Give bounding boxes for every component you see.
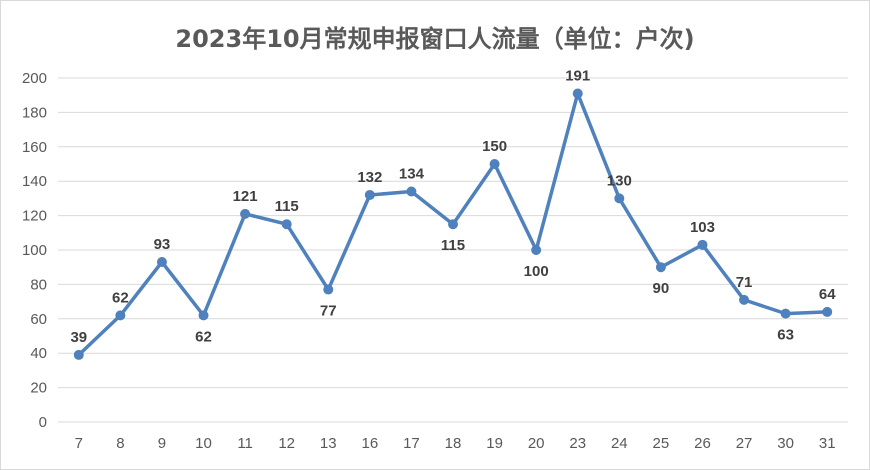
data-point <box>697 239 708 250</box>
chart-title: 2023年10月常规申报窗口人流量（单位：户次) <box>175 25 695 53</box>
data-point <box>198 310 209 321</box>
data-point <box>739 294 750 305</box>
y-tick-label: 200 <box>22 70 47 87</box>
x-tick-label: 20 <box>528 435 545 452</box>
x-tick-label: 11 <box>237 435 253 452</box>
data-label: 132 <box>357 169 382 186</box>
data-label: 62 <box>195 328 212 345</box>
x-tick-label: 12 <box>278 435 295 452</box>
data-point <box>156 257 167 268</box>
data-label: 39 <box>70 329 87 346</box>
data-point <box>780 308 791 319</box>
x-tick-label: 9 <box>158 435 166 452</box>
data-point <box>115 310 126 321</box>
y-tick-label: 180 <box>22 104 47 121</box>
x-tick-label: 26 <box>694 435 711 452</box>
data-label: 191 <box>565 67 590 84</box>
data-point <box>531 245 542 255</box>
y-tick-label: 80 <box>30 276 47 293</box>
y-tick-label: 160 <box>22 139 47 156</box>
x-tick-label: 16 <box>361 435 378 452</box>
x-tick-label: 24 <box>611 435 628 452</box>
x-tick-label: 17 <box>403 435 420 452</box>
data-point <box>448 219 458 230</box>
x-tick-label: 8 <box>116 435 124 452</box>
data-point <box>406 186 417 197</box>
data-point <box>655 262 666 273</box>
x-tick-label: 23 <box>569 435 586 452</box>
data-label: 62 <box>112 289 129 306</box>
data-label: 121 <box>233 188 258 205</box>
x-tick-label: 31 <box>819 435 836 452</box>
data-point <box>364 189 375 200</box>
data-point <box>73 349 84 360</box>
data-label: 150 <box>482 138 507 155</box>
data-label: 77 <box>320 303 337 320</box>
x-tick-label: 19 <box>486 435 503 452</box>
data-label: 115 <box>441 237 465 254</box>
y-tick-label: 60 <box>30 311 47 328</box>
y-tick-label: 20 <box>30 380 47 397</box>
data-label: 64 <box>819 286 836 303</box>
data-point <box>572 88 583 99</box>
data-label: 90 <box>653 280 670 297</box>
x-tick-label: 7 <box>75 435 83 452</box>
data-point <box>281 219 292 230</box>
data-point <box>240 208 251 219</box>
data-label: 93 <box>154 236 171 253</box>
data-label: 100 <box>524 263 549 280</box>
data-point <box>614 193 625 204</box>
data-label: 130 <box>607 172 632 189</box>
x-tick-label: 13 <box>320 435 337 452</box>
x-tick-label: 30 <box>777 435 794 452</box>
y-tick-label: 0 <box>39 414 47 431</box>
y-tick-label: 120 <box>22 208 47 225</box>
x-tick-label: 10 <box>195 435 212 452</box>
y-tick-label: 140 <box>22 173 47 190</box>
data-point <box>822 306 833 317</box>
x-tick-label: 27 <box>736 435 753 452</box>
data-label: 63 <box>777 327 794 344</box>
data-label: 71 <box>736 274 753 291</box>
y-tick-label: 100 <box>22 242 47 259</box>
data-label: 134 <box>399 166 425 183</box>
data-point <box>323 284 334 295</box>
x-tick-label: 25 <box>653 435 670 452</box>
data-point <box>489 159 500 169</box>
data-label: 103 <box>690 219 715 236</box>
y-tick-label: 40 <box>30 345 47 362</box>
data-label: 115 <box>275 198 299 215</box>
x-tick-label: 18 <box>445 435 462 452</box>
